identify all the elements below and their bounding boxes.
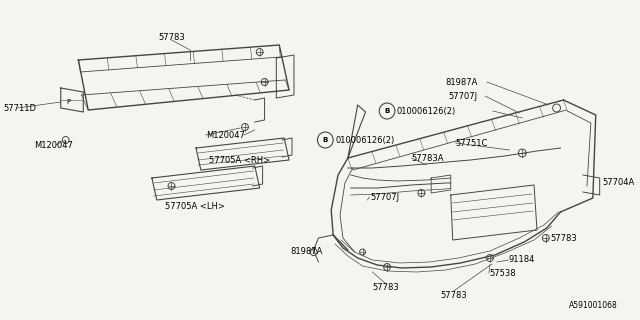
Circle shape <box>380 103 395 119</box>
Text: P: P <box>67 99 70 105</box>
Text: 57783: 57783 <box>440 291 467 300</box>
Text: 91184: 91184 <box>509 255 535 265</box>
Text: B: B <box>323 137 328 143</box>
Text: 57705A <RH>: 57705A <RH> <box>209 156 270 164</box>
Text: 57783: 57783 <box>158 33 185 42</box>
Text: 010006126(2): 010006126(2) <box>397 107 456 116</box>
Circle shape <box>317 132 333 148</box>
Text: 57707J: 57707J <box>449 92 478 100</box>
Text: 81987A: 81987A <box>446 77 478 86</box>
Text: 57711D: 57711D <box>3 103 36 113</box>
Text: 57707J: 57707J <box>371 193 399 202</box>
Text: M120047: M120047 <box>35 140 73 149</box>
Text: 57783: 57783 <box>550 234 577 243</box>
Text: 57751C: 57751C <box>456 139 488 148</box>
Text: 57705A <LH>: 57705A <LH> <box>164 202 225 211</box>
Text: 010006126(2): 010006126(2) <box>335 135 394 145</box>
Text: M120047: M120047 <box>206 131 244 140</box>
Text: 57783A: 57783A <box>412 154 444 163</box>
Text: A591001068: A591001068 <box>568 301 618 310</box>
Text: 57783: 57783 <box>372 284 399 292</box>
Text: 81987A: 81987A <box>290 246 323 255</box>
Text: 57704A: 57704A <box>603 178 635 187</box>
Text: B: B <box>385 108 390 114</box>
Text: 57538: 57538 <box>489 268 516 277</box>
